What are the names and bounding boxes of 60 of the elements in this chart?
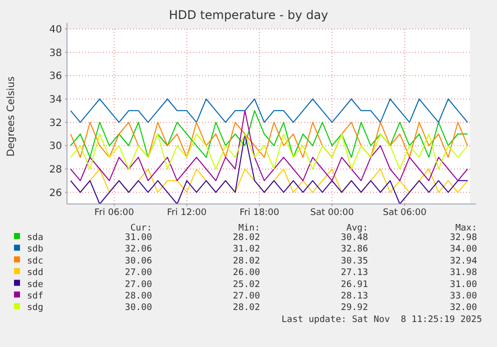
text: 32.06: [124, 244, 152, 255]
text: 28.02: [232, 303, 260, 314]
text: 32.00: [450, 303, 477, 314]
text: 28.02: [232, 233, 260, 243]
x-tick-label: Fri 06:00: [94, 208, 134, 218]
line-series: [70, 110, 468, 158]
text: 32.86: [340, 244, 368, 255]
y-tick-label: 30: [49, 141, 62, 152]
text: Cur:: [130, 223, 152, 234]
text: 28.13: [340, 292, 368, 302]
text: 27.00: [124, 268, 152, 278]
y-tick-label: 38: [49, 48, 62, 59]
text: 26.00: [232, 268, 260, 278]
text: 32.94: [450, 256, 477, 266]
text: 31.02: [232, 244, 260, 255]
text: 29.92: [340, 303, 368, 314]
line-series: [70, 122, 468, 158]
text: 32.98: [450, 233, 477, 243]
y-tick-label: 36: [49, 71, 62, 82]
legend-label: sde: [27, 280, 44, 290]
legend-label: sdb: [27, 244, 44, 255]
text: Last update: Sat Nov 8 11:25:19 2025: [282, 314, 482, 325]
text: 31.00: [124, 233, 152, 243]
line-series: [70, 134, 468, 170]
line-series: [70, 110, 468, 182]
y-tick-label: 26: [49, 188, 62, 199]
x-tick-label: Sat 06:00: [382, 208, 427, 218]
text: 31.00: [450, 280, 477, 290]
x-tick-label: Fri 12:00: [167, 208, 207, 218]
legend-label: sda: [27, 233, 44, 243]
legend-label: sdd: [27, 268, 44, 278]
chart-title: HDD temperature - by day: [168, 8, 328, 22]
text: 26.91: [340, 280, 368, 290]
text: 33.00: [450, 292, 477, 302]
text: 27.13: [340, 268, 368, 278]
text: 34.00: [450, 244, 477, 255]
y-tick-label: 34: [49, 94, 62, 106]
text: 30.48: [340, 233, 368, 243]
text: 28.00: [124, 292, 152, 302]
legend-label: sdc: [27, 256, 44, 266]
text: Max:: [455, 223, 477, 234]
x-tick-label: Fri 18:00: [240, 208, 280, 218]
text: 25.02: [232, 280, 260, 290]
text: 27.00: [232, 292, 260, 302]
y-axis-title: Degrees Celsius: [6, 76, 17, 157]
x-tick-label: Sat 00:00: [310, 208, 354, 218]
y-tick-label: 32: [49, 118, 62, 129]
text: Avg:: [346, 223, 368, 234]
text: 28.02: [232, 256, 260, 266]
text: 30.06: [124, 256, 152, 266]
text: 27.00: [124, 280, 152, 290]
legend-label: sdf: [27, 292, 44, 302]
text: 31.98: [450, 268, 477, 278]
text: Min:: [238, 223, 260, 234]
y-tick-label: 28: [49, 164, 62, 176]
text: 30.35: [340, 256, 368, 266]
y-tick-label: 40: [49, 24, 62, 36]
text: 30.00: [124, 303, 152, 314]
legend-label: sdg: [27, 303, 44, 314]
line-series: [70, 134, 468, 204]
